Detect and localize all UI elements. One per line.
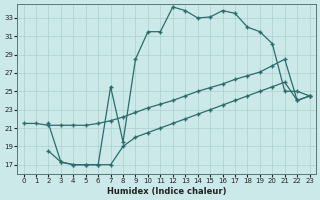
X-axis label: Humidex (Indice chaleur): Humidex (Indice chaleur) <box>107 187 226 196</box>
